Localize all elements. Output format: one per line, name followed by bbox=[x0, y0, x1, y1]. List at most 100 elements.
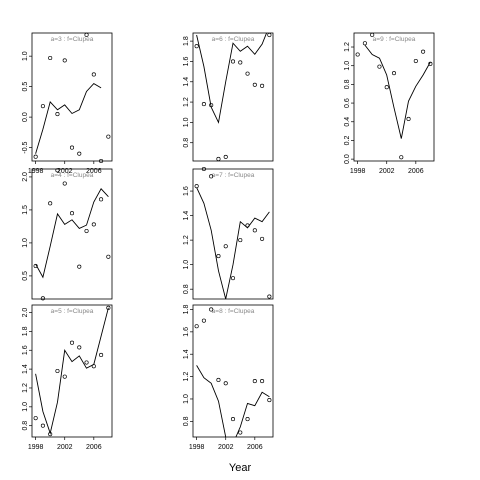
data-point bbox=[252, 228, 257, 233]
data-point bbox=[40, 296, 45, 301]
data-point bbox=[428, 61, 433, 66]
y-tick-label: 1.4 bbox=[183, 349, 190, 359]
data-point bbox=[91, 364, 96, 369]
panel-5: a=7 : f=Clupea 0.8 1.0 1.2 1.4 1.6 bbox=[183, 166, 274, 300]
series-line bbox=[196, 365, 270, 437]
data-point bbox=[355, 52, 360, 57]
data-point bbox=[216, 377, 221, 382]
series-line bbox=[35, 307, 109, 435]
y-tick-label: 1.6 bbox=[183, 186, 190, 196]
data-point bbox=[48, 55, 53, 61]
x-tick-label: 2002 bbox=[57, 444, 73, 451]
data-point bbox=[209, 103, 214, 108]
data-point bbox=[84, 228, 89, 234]
series-line bbox=[364, 44, 431, 139]
x-tick-label: 1998 bbox=[28, 168, 44, 175]
y-tick-label: 2.0 bbox=[22, 308, 29, 318]
panel-title: a=7 : f=Clupea bbox=[212, 172, 255, 179]
data-point bbox=[230, 276, 236, 281]
data-point bbox=[252, 379, 257, 384]
data-point bbox=[77, 264, 82, 269]
data-point bbox=[33, 416, 38, 421]
series-line bbox=[35, 83, 102, 154]
y-tick-label: 1.0 bbox=[344, 61, 351, 71]
x-tick-label: 1998 bbox=[189, 444, 205, 451]
data-point bbox=[99, 352, 104, 358]
data-point bbox=[413, 58, 418, 64]
y-tick-label: 0.5 bbox=[22, 82, 29, 92]
y-tick-label: 0.2 bbox=[344, 135, 351, 145]
data-point bbox=[201, 166, 206, 172]
x-tick-label: 2006 bbox=[408, 168, 424, 175]
x-tick-label: 2006 bbox=[247, 444, 263, 451]
data-point bbox=[77, 151, 82, 156]
y-tick-label: 1.0 bbox=[183, 260, 190, 270]
data-point bbox=[362, 41, 367, 46]
data-point bbox=[40, 423, 45, 428]
data-point bbox=[69, 340, 75, 345]
x-tick-label: 1998 bbox=[350, 168, 366, 175]
panel-title: a=6 : f=Clupea bbox=[212, 36, 255, 43]
panel-title: a=9 : f=Clupea bbox=[373, 36, 416, 43]
data-point bbox=[55, 368, 60, 374]
data-point bbox=[62, 58, 67, 63]
panel-frame bbox=[353, 32, 435, 162]
data-point bbox=[377, 64, 382, 69]
x-tick-label: 2006 bbox=[86, 168, 102, 175]
panel-4: a=4 : f=Clupea 0.5 1.0 1.5 2.0 bbox=[22, 168, 113, 301]
data-point bbox=[33, 263, 38, 269]
data-point bbox=[216, 156, 221, 162]
x-axis-title: Year bbox=[229, 462, 252, 474]
y-tick-label: 0.8 bbox=[183, 284, 190, 294]
data-point bbox=[230, 417, 236, 422]
data-point bbox=[194, 184, 199, 189]
data-point bbox=[69, 145, 75, 150]
data-point bbox=[33, 154, 38, 159]
data-point bbox=[391, 71, 397, 76]
x-tick-label: 2002 bbox=[379, 168, 395, 175]
y-tick-label: 0.8 bbox=[183, 138, 190, 148]
data-point bbox=[267, 32, 272, 38]
x-tick-label: 2002 bbox=[57, 168, 73, 175]
data-point bbox=[260, 83, 265, 88]
data-point bbox=[238, 238, 243, 243]
data-point bbox=[216, 254, 221, 259]
data-point bbox=[48, 201, 53, 206]
panel-title: a=3 : f=Clupea bbox=[51, 36, 94, 43]
data-point bbox=[69, 211, 75, 216]
panel-2: a=6 : f=Clupea 0.8 1.0 1.2 1.4 1.6 1.8 bbox=[183, 32, 274, 162]
data-point bbox=[91, 222, 96, 227]
y-tick-label: 1.5 bbox=[22, 205, 29, 215]
data-point bbox=[260, 236, 265, 241]
data-point bbox=[245, 71, 250, 76]
panel-7: a=8 : f=Clupea 0.8 1.0 1.2 1.4 1.6 1.8 1998 2002… bbox=[183, 305, 274, 451]
panel-title: a=5 : f=Clupea bbox=[51, 308, 94, 315]
data-point bbox=[370, 32, 375, 37]
y-tick-label: 1.0 bbox=[22, 51, 29, 61]
data-point bbox=[194, 44, 199, 49]
x-tick-label: 2002 bbox=[218, 444, 234, 451]
panel-title: a=8 : f=Clupea bbox=[212, 308, 255, 315]
data-point bbox=[223, 381, 228, 386]
data-point bbox=[245, 417, 250, 422]
y-tick-label: 1.0 bbox=[183, 394, 190, 404]
data-point bbox=[201, 318, 206, 323]
data-point bbox=[106, 134, 111, 139]
x-tick-label: 1998 bbox=[28, 444, 44, 451]
data-point bbox=[421, 49, 426, 54]
data-point bbox=[62, 374, 67, 379]
y-tick-label: 0.0 bbox=[22, 112, 29, 122]
data-point bbox=[77, 345, 82, 350]
data-point bbox=[230, 59, 236, 64]
panel-frame bbox=[31, 32, 113, 162]
data-point bbox=[267, 398, 272, 403]
data-point bbox=[48, 432, 53, 437]
data-point bbox=[194, 324, 199, 329]
data-point bbox=[399, 155, 404, 160]
data-point bbox=[99, 197, 104, 202]
data-point bbox=[384, 85, 389, 90]
y-tick-label: 1.6 bbox=[183, 327, 190, 337]
y-tick-label: 1.4 bbox=[183, 77, 190, 87]
data-point bbox=[106, 305, 111, 310]
